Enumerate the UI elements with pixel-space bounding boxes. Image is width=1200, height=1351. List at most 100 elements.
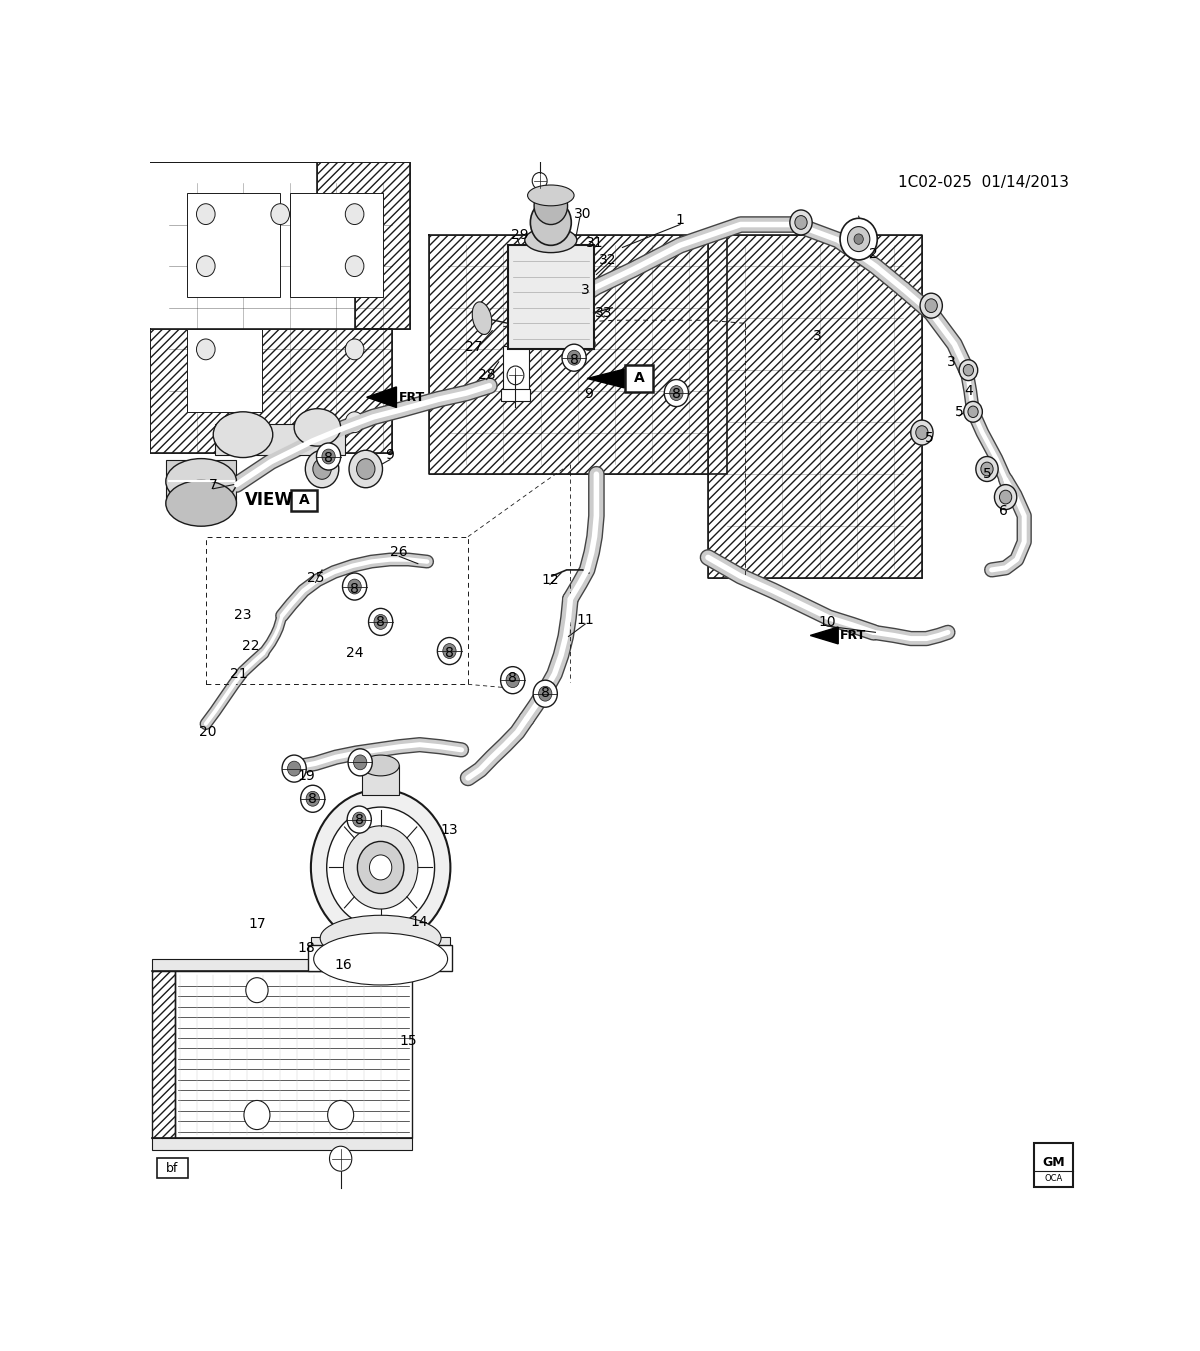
Circle shape (354, 755, 367, 770)
Text: 2: 2 (869, 247, 878, 261)
Circle shape (500, 666, 524, 693)
Circle shape (670, 385, 683, 400)
Text: 8: 8 (509, 671, 517, 685)
Text: 8: 8 (308, 792, 317, 805)
Text: A: A (299, 493, 310, 507)
Text: 28: 28 (478, 369, 496, 382)
Text: 33: 33 (595, 305, 612, 320)
Text: FRT: FRT (840, 630, 866, 642)
Polygon shape (152, 971, 175, 1138)
Bar (508, 246, 594, 350)
Text: 25: 25 (307, 571, 324, 585)
Circle shape (346, 412, 364, 432)
Text: 12: 12 (541, 573, 559, 588)
Circle shape (920, 293, 942, 319)
Text: 27: 27 (464, 340, 482, 354)
Ellipse shape (524, 228, 577, 253)
Text: 8: 8 (445, 646, 454, 661)
Text: 1C02-025  01/14/2013: 1C02-025 01/14/2013 (898, 174, 1069, 189)
Text: 30: 30 (574, 207, 592, 222)
Text: 32: 32 (599, 253, 617, 267)
Text: 5: 5 (955, 405, 964, 419)
Circle shape (534, 186, 568, 224)
Text: 19: 19 (298, 769, 316, 782)
Circle shape (342, 573, 367, 600)
Text: 20: 20 (199, 725, 216, 739)
Circle shape (358, 842, 404, 893)
Text: 15: 15 (400, 1034, 418, 1048)
Text: FRT: FRT (400, 390, 426, 404)
Ellipse shape (528, 185, 574, 205)
Circle shape (346, 339, 364, 359)
Circle shape (347, 807, 371, 834)
Circle shape (506, 673, 520, 688)
Circle shape (313, 459, 331, 480)
Text: 9: 9 (584, 388, 593, 401)
Bar (500, 389, 530, 401)
Text: 17: 17 (248, 916, 265, 931)
Circle shape (349, 450, 383, 488)
Circle shape (346, 204, 364, 224)
Circle shape (533, 680, 557, 707)
Text: 5: 5 (925, 431, 934, 444)
Circle shape (348, 580, 361, 594)
Circle shape (353, 812, 366, 827)
Polygon shape (430, 235, 727, 474)
Circle shape (665, 380, 689, 407)
Ellipse shape (320, 915, 442, 961)
Text: 8: 8 (377, 615, 385, 630)
Circle shape (959, 359, 978, 381)
Polygon shape (587, 369, 624, 388)
Circle shape (246, 978, 268, 1002)
FancyBboxPatch shape (625, 365, 653, 392)
Bar (187, 328, 262, 412)
Text: 8: 8 (672, 388, 680, 401)
Circle shape (288, 761, 301, 775)
Bar (289, 193, 383, 297)
Text: 14: 14 (410, 915, 428, 928)
Circle shape (346, 255, 364, 277)
Text: 23: 23 (234, 608, 252, 621)
Polygon shape (708, 235, 922, 578)
Circle shape (562, 345, 586, 372)
Text: 29: 29 (511, 228, 529, 242)
Circle shape (348, 748, 372, 775)
Circle shape (301, 785, 325, 812)
Text: 16: 16 (335, 958, 353, 973)
Circle shape (968, 407, 978, 417)
Text: 5: 5 (983, 467, 991, 481)
Text: 22: 22 (241, 639, 259, 653)
Circle shape (197, 255, 215, 277)
Circle shape (197, 339, 215, 359)
Text: 8: 8 (324, 450, 332, 465)
Text: 10: 10 (818, 615, 836, 630)
Text: 26: 26 (390, 546, 408, 559)
Text: 4: 4 (964, 384, 973, 399)
Circle shape (508, 366, 524, 385)
Text: 1: 1 (676, 213, 684, 227)
Circle shape (568, 350, 581, 365)
Text: 11: 11 (576, 613, 594, 627)
Circle shape (197, 204, 215, 224)
Text: bf: bf (166, 1162, 179, 1174)
Circle shape (847, 227, 870, 251)
Circle shape (330, 1146, 352, 1171)
Bar (308, 946, 452, 971)
Text: 7: 7 (209, 478, 217, 492)
Circle shape (322, 449, 335, 463)
Bar (504, 346, 529, 393)
Text: 9: 9 (385, 449, 395, 462)
Circle shape (925, 299, 937, 312)
Text: GM: GM (1043, 1156, 1066, 1170)
Circle shape (980, 462, 994, 476)
Text: 18: 18 (298, 940, 316, 955)
Circle shape (326, 807, 434, 928)
Bar (175, 971, 413, 1138)
Circle shape (437, 638, 462, 665)
Circle shape (964, 401, 983, 422)
Circle shape (794, 216, 808, 230)
Circle shape (305, 450, 338, 488)
Circle shape (317, 443, 341, 470)
Ellipse shape (313, 934, 448, 985)
Text: 8: 8 (355, 812, 364, 827)
